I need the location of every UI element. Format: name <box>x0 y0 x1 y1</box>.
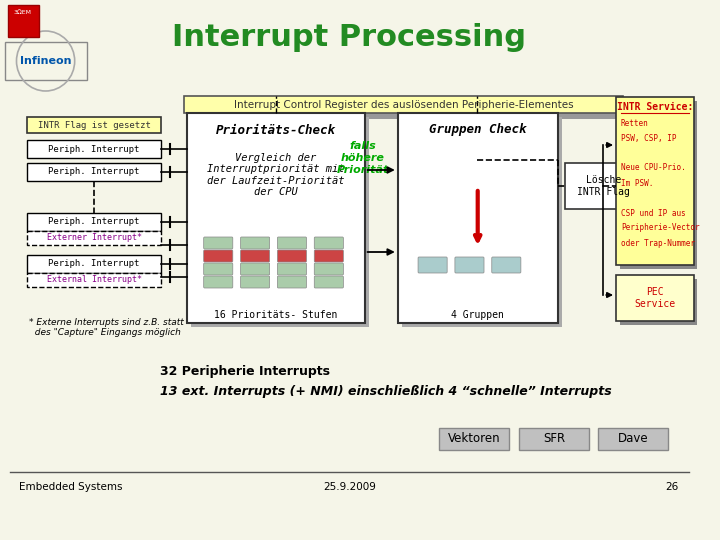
Text: Retten: Retten <box>621 118 649 127</box>
Text: 32 Peripherie Interrupts: 32 Peripherie Interrupts <box>160 366 330 379</box>
FancyBboxPatch shape <box>204 263 233 275</box>
Bar <box>27 117 161 133</box>
Text: INTR Flag ist gesetzt: INTR Flag ist gesetzt <box>37 120 150 130</box>
Text: Prioritäts-Check: Prioritäts-Check <box>216 124 336 137</box>
Text: PEC
Service: PEC Service <box>634 287 675 309</box>
Bar <box>27 231 161 245</box>
Text: Periph. Interrupt: Periph. Interrupt <box>48 218 140 226</box>
Text: Periph. Interrupt: Periph. Interrupt <box>48 145 140 153</box>
Bar <box>519 428 589 450</box>
Bar <box>27 255 161 273</box>
FancyBboxPatch shape <box>240 276 270 288</box>
Text: 3ΩЕМ: 3ΩЕМ <box>13 10 31 15</box>
Text: Periph. Interrupt: Periph. Interrupt <box>48 167 140 177</box>
Bar <box>402 117 562 327</box>
FancyBboxPatch shape <box>240 263 270 275</box>
Text: Vergleich der
Interruptpriorität mit
der Laufzeit-Priorität
der CPU: Vergleich der Interruptpriorität mit der… <box>207 153 345 198</box>
Text: Periph. Interrupt: Periph. Interrupt <box>48 260 140 268</box>
FancyBboxPatch shape <box>277 237 307 249</box>
FancyBboxPatch shape <box>492 257 521 273</box>
Text: Im PSW.: Im PSW. <box>621 179 653 187</box>
Text: Interrupt Control Register des auslösenden Peripherie-Elementes: Interrupt Control Register des auslösend… <box>234 99 573 110</box>
Text: 25.9.2009: 25.9.2009 <box>323 482 376 492</box>
Bar <box>598 428 668 450</box>
Bar <box>8 5 39 37</box>
Bar <box>190 102 629 119</box>
Text: Interrupt Processing: Interrupt Processing <box>172 24 526 52</box>
FancyBboxPatch shape <box>204 237 233 249</box>
Text: Dave: Dave <box>618 433 649 446</box>
Bar <box>620 101 698 269</box>
Text: falls
höhere
Priorität: falls höhere Priorität <box>336 141 389 174</box>
Bar <box>27 213 161 231</box>
FancyBboxPatch shape <box>277 263 307 275</box>
FancyBboxPatch shape <box>314 237 343 249</box>
FancyBboxPatch shape <box>204 276 233 288</box>
Text: Lösche
INTR Flag: Lösche INTR Flag <box>577 175 630 197</box>
Text: Externer Interrupt*: Externer Interrupt* <box>47 233 142 242</box>
Text: 26: 26 <box>666 482 679 492</box>
Text: 16 Prioritäts- Stufen: 16 Prioritäts- Stufen <box>215 310 338 320</box>
Text: Peripherie-Vector: Peripherie-Vector <box>621 224 699 233</box>
Bar <box>191 117 369 327</box>
FancyBboxPatch shape <box>240 250 270 262</box>
Bar <box>616 97 693 265</box>
Bar <box>187 99 626 116</box>
Text: Embedded Systems: Embedded Systems <box>19 482 123 492</box>
Bar <box>27 163 161 181</box>
Text: Infineon: Infineon <box>20 56 71 66</box>
Text: Gruppen Check: Gruppen Check <box>429 124 526 137</box>
FancyBboxPatch shape <box>240 237 270 249</box>
Bar <box>27 140 161 158</box>
Bar <box>616 275 693 321</box>
FancyBboxPatch shape <box>314 263 343 275</box>
Text: 13 ext. Interrupts (+ NMI) einschließlich 4 “schnelle” Interrupts: 13 ext. Interrupts (+ NMI) einschließlic… <box>160 386 612 399</box>
Bar <box>27 273 161 287</box>
FancyBboxPatch shape <box>418 257 447 273</box>
Bar <box>187 113 365 323</box>
FancyBboxPatch shape <box>314 250 343 262</box>
Text: PSW, CSP, IP: PSW, CSP, IP <box>621 133 676 143</box>
Text: * Externe Interrupts sind z.B. statt
  des "Capture" Eingangs möglich: * Externe Interrupts sind z.B. statt des… <box>29 318 184 338</box>
Text: External Interrupt*: External Interrupt* <box>47 275 142 285</box>
FancyBboxPatch shape <box>204 250 233 262</box>
Bar <box>397 113 558 323</box>
Bar <box>5 42 87 80</box>
FancyBboxPatch shape <box>314 276 343 288</box>
FancyBboxPatch shape <box>277 250 307 262</box>
Bar <box>565 163 641 209</box>
FancyBboxPatch shape <box>277 276 307 288</box>
Text: SFR: SFR <box>543 433 565 446</box>
Text: 4 Gruppen: 4 Gruppen <box>451 310 504 320</box>
Bar <box>184 96 623 113</box>
Text: oder Trap-Nummer: oder Trap-Nummer <box>621 239 695 247</box>
Text: CSP und IP aus: CSP und IP aus <box>621 208 685 218</box>
Bar <box>620 279 698 325</box>
Text: Vektoren: Vektoren <box>448 433 500 446</box>
FancyBboxPatch shape <box>455 257 484 273</box>
Bar <box>439 428 509 450</box>
Text: Neue CPU-Prio.: Neue CPU-Prio. <box>621 164 685 172</box>
Text: INTR Service:: INTR Service: <box>616 102 693 112</box>
